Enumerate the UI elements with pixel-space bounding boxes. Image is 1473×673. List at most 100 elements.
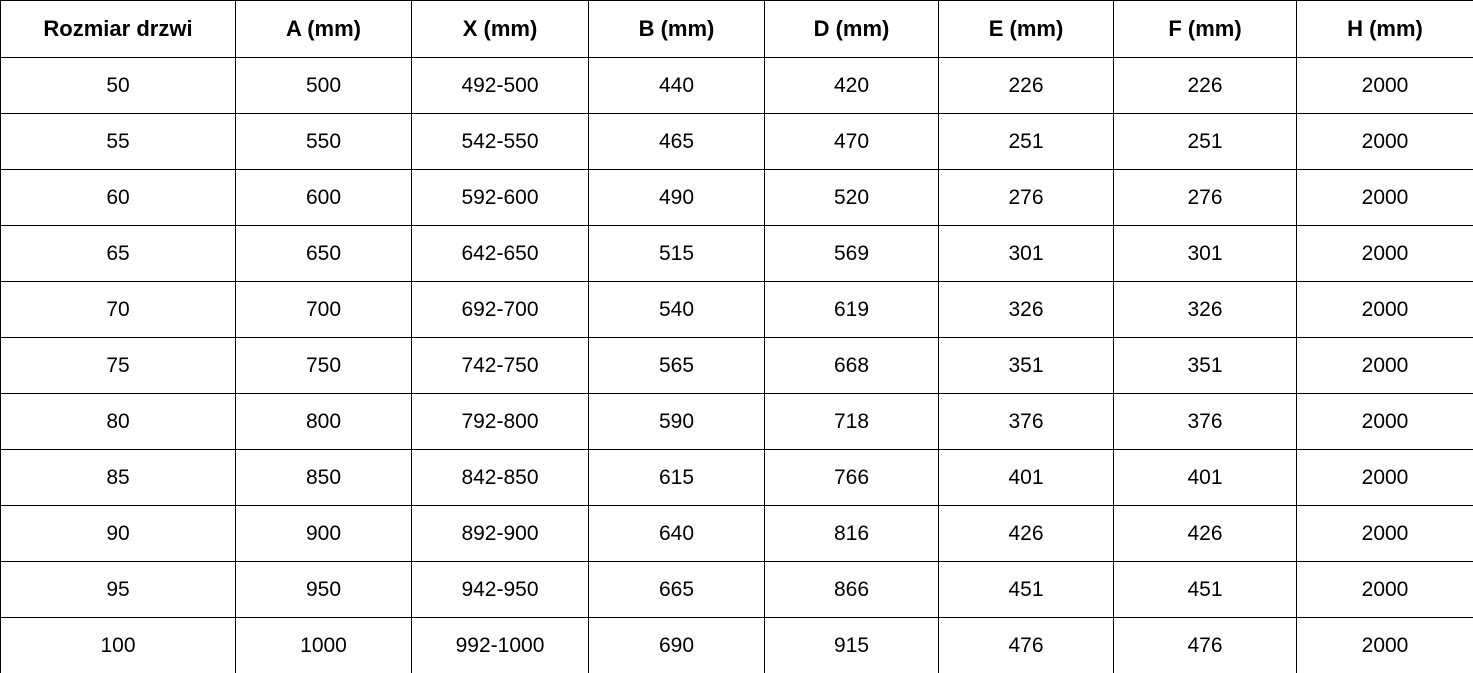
table-cell: 326	[1113, 281, 1297, 338]
table-cell: 950	[235, 561, 412, 618]
table-cell: 301	[1113, 225, 1297, 282]
table-cell: 226	[938, 57, 1114, 114]
table-cell: 376	[938, 393, 1114, 450]
table-cell: 476	[938, 617, 1114, 673]
table-cell: 565	[588, 337, 765, 394]
table-cell: 665	[588, 561, 765, 618]
table-cell: 251	[938, 113, 1114, 170]
table-row: 55 550 542-550 465 470 251 251 2000	[0, 113, 1473, 170]
table-cell: 80	[0, 393, 236, 450]
table-cell: 668	[764, 337, 939, 394]
table-cell: 640	[588, 505, 765, 562]
table-cell: 766	[764, 449, 939, 506]
table-header-row: Rozmiar drzwi A (mm) X (mm) B (mm) D (mm…	[0, 0, 1473, 58]
table-cell: 2000	[1296, 449, 1473, 506]
table-row: 75 750 742-750 565 668 351 351 2000	[0, 337, 1473, 394]
table-cell: 451	[938, 561, 1114, 618]
table-cell: 85	[0, 449, 236, 506]
table-cell: 2000	[1296, 281, 1473, 338]
column-header-h-mm: H (mm)	[1296, 0, 1473, 58]
table-cell: 842-850	[411, 449, 589, 506]
table-cell: 866	[764, 561, 939, 618]
table-cell: 1000	[235, 617, 412, 673]
table-cell: 401	[938, 449, 1114, 506]
table-cell: 440	[588, 57, 765, 114]
table-cell: 592-600	[411, 169, 589, 226]
table-cell: 2000	[1296, 505, 1473, 562]
table-cell: 750	[235, 337, 412, 394]
table-cell: 465	[588, 113, 765, 170]
table-cell: 520	[764, 169, 939, 226]
table-row: 80 800 792-800 590 718 376 376 2000	[0, 393, 1473, 450]
table-cell: 900	[235, 505, 412, 562]
table-row: 65 650 642-650 515 569 301 301 2000	[0, 225, 1473, 282]
table-cell: 816	[764, 505, 939, 562]
table-cell: 95	[0, 561, 236, 618]
table-cell: 642-650	[411, 225, 589, 282]
table-cell: 351	[938, 337, 1114, 394]
table-cell: 500	[235, 57, 412, 114]
table-cell: 426	[938, 505, 1114, 562]
column-header-d-mm: D (mm)	[764, 0, 939, 58]
table-cell: 600	[235, 169, 412, 226]
table-cell: 2000	[1296, 169, 1473, 226]
table-cell: 615	[588, 449, 765, 506]
table-cell: 2000	[1296, 57, 1473, 114]
table-row: 50 500 492-500 440 420 226 226 2000	[0, 57, 1473, 114]
table-cell: 490	[588, 169, 765, 226]
column-header-b-mm: B (mm)	[588, 0, 765, 58]
table-cell: 70	[0, 281, 236, 338]
table-cell: 476	[1113, 617, 1297, 673]
table-cell: 2000	[1296, 337, 1473, 394]
table-cell: 376	[1113, 393, 1297, 450]
table-cell: 992-1000	[411, 617, 589, 673]
table-cell: 351	[1113, 337, 1297, 394]
table-cell: 426	[1113, 505, 1297, 562]
table-cell: 420	[764, 57, 939, 114]
table-cell: 542-550	[411, 113, 589, 170]
table-cell: 569	[764, 225, 939, 282]
table-header: Rozmiar drzwi A (mm) X (mm) B (mm) D (mm…	[0, 0, 1473, 58]
table-cell: 2000	[1296, 225, 1473, 282]
table-cell: 65	[0, 225, 236, 282]
table-cell: 55	[0, 113, 236, 170]
column-header-e-mm: E (mm)	[938, 0, 1114, 58]
table-cell: 742-750	[411, 337, 589, 394]
table-row: 95 950 942-950 665 866 451 451 2000	[0, 561, 1473, 618]
table-cell: 470	[764, 113, 939, 170]
table-cell: 515	[588, 225, 765, 282]
table-cell: 492-500	[411, 57, 589, 114]
table-cell: 50	[0, 57, 236, 114]
table-cell: 792-800	[411, 393, 589, 450]
table-cell: 276	[938, 169, 1114, 226]
table-body: 50 500 492-500 440 420 226 226 2000 55 550 542-550…	[0, 57, 1473, 673]
table-cell: 226	[1113, 57, 1297, 114]
column-header-x-mm: X (mm)	[411, 0, 589, 58]
table-row: 100 1000 992-1000 690 915 476 476 2000	[0, 617, 1473, 673]
table-cell: 100	[0, 617, 236, 673]
table-row: 70 700 692-700 540 619 326 326 2000	[0, 281, 1473, 338]
table-cell: 690	[588, 617, 765, 673]
table-cell: 2000	[1296, 561, 1473, 618]
table-cell: 276	[1113, 169, 1297, 226]
table-cell: 850	[235, 449, 412, 506]
table-row: 60 600 592-600 490 520 276 276 2000	[0, 169, 1473, 226]
table-cell: 540	[588, 281, 765, 338]
table-cell: 90	[0, 505, 236, 562]
table-cell: 650	[235, 225, 412, 282]
table-cell: 326	[938, 281, 1114, 338]
table-cell: 301	[938, 225, 1114, 282]
table-cell: 2000	[1296, 617, 1473, 673]
column-header-a-mm: A (mm)	[235, 0, 412, 58]
table-cell: 2000	[1296, 113, 1473, 170]
table-cell: 251	[1113, 113, 1297, 170]
column-header-rozmiar-drzwi: Rozmiar drzwi	[0, 0, 236, 58]
table-cell: 800	[235, 393, 412, 450]
table-cell: 451	[1113, 561, 1297, 618]
table-cell: 619	[764, 281, 939, 338]
table-cell: 550	[235, 113, 412, 170]
table-cell: 60	[0, 169, 236, 226]
table-cell: 401	[1113, 449, 1297, 506]
